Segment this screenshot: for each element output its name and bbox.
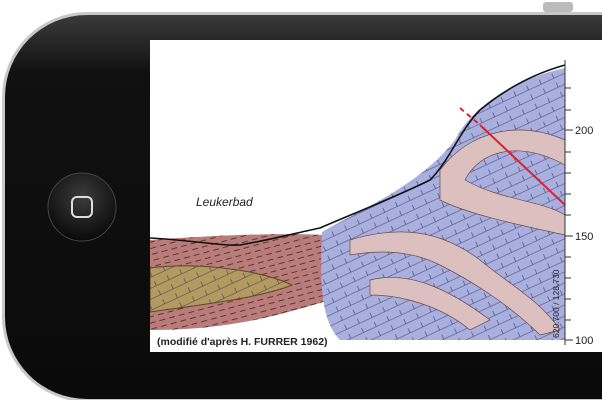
cross-section: 200 150 100 Leukerbad (modifié d'après H… [150, 60, 593, 348]
scale-label: 150 [575, 231, 593, 243]
side-button [543, 2, 573, 12]
credit: (modifié d'après H. FURRER 1962) [157, 336, 328, 348]
coordinates: 620.700 / 128.730 [551, 269, 561, 338]
scale-label: 100 [575, 335, 593, 347]
home-button[interactable] [47, 172, 117, 242]
fault-dashed [459, 107, 481, 126]
pink-fold [439, 129, 566, 236]
pink-band-lower [369, 277, 491, 331]
surface-line [150, 64, 566, 246]
scale-ticks [565, 87, 573, 341]
fault-line [479, 124, 566, 206]
pink-band [349, 231, 561, 336]
place-label: Leukerbad [196, 195, 253, 209]
home-icon [71, 196, 93, 218]
scale-label: 200 [575, 125, 593, 137]
ochre-texture [150, 265, 292, 312]
